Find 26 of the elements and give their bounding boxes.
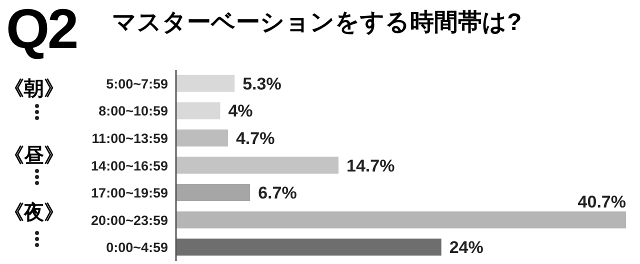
data-label: 4% (228, 102, 253, 121)
chart-title: Q2 (6, 0, 77, 61)
bar (176, 129, 228, 146)
y-tick-label: 11:00~13:59 (92, 131, 168, 146)
y-tick-label: 20:00~23:59 (91, 212, 168, 228)
data-label: 24% (449, 238, 484, 258)
data-label: 14.7% (346, 156, 395, 176)
bar (176, 102, 220, 120)
data-label: 40.7% (578, 192, 626, 212)
y-tick-label: 5:00~7:59 (106, 76, 168, 92)
bar (176, 238, 442, 256)
y-tick-label: 14:00~16:59 (91, 158, 168, 174)
bar (176, 74, 235, 92)
y-tick-label: 0:00~4:59 (106, 240, 168, 256)
y-tick-label: 8:00~10:59 (98, 104, 168, 119)
chart-subtitle: マスターベーションをする時間帯は? (112, 8, 522, 38)
text: 《朝》 (4, 76, 64, 102)
bar (176, 211, 626, 228)
text: 《夜》 (4, 200, 64, 226)
data-label: 5.3% (242, 74, 282, 94)
bar (176, 156, 339, 174)
data-label: 6.7% (258, 184, 297, 203)
y-tick-label: 17:00~19:59 (91, 186, 168, 201)
data-label: 4.7% (236, 128, 275, 148)
text: 《昼》 (4, 144, 64, 170)
bar (176, 184, 250, 202)
